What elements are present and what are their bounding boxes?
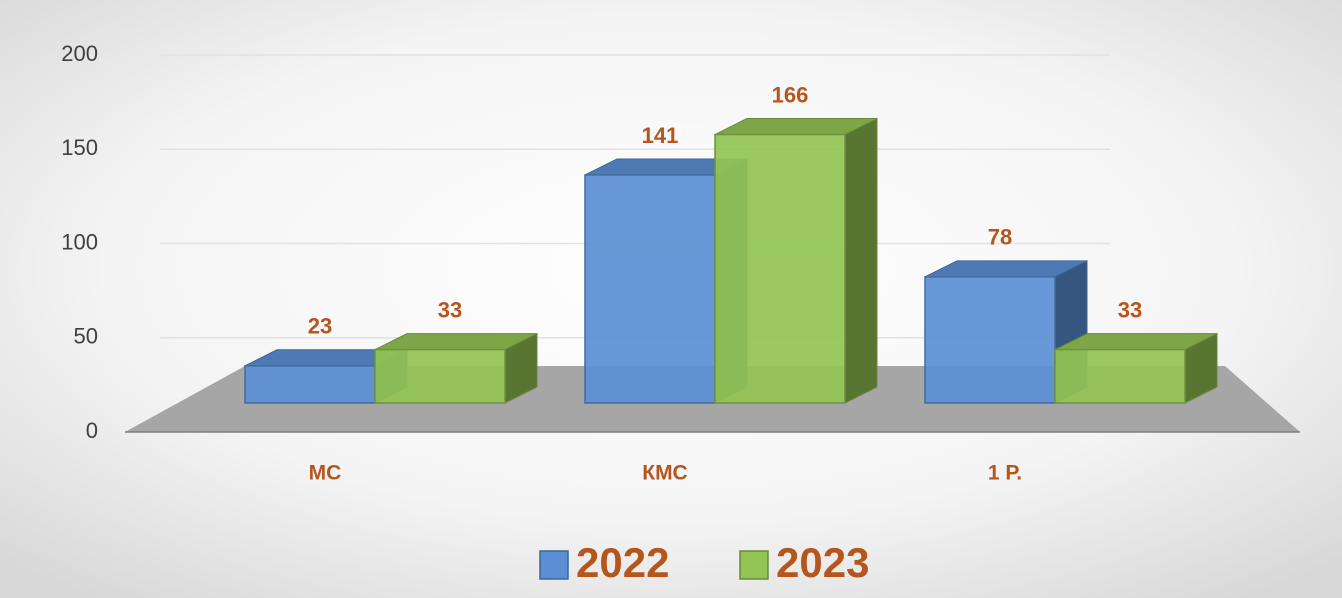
bar: [714, 133, 846, 404]
x-tick-label: MC: [309, 462, 342, 485]
value-label: 23: [308, 314, 332, 339]
x-tick-label: 1 Р.: [988, 462, 1022, 485]
value-label: 33: [438, 297, 462, 322]
bar: [584, 174, 716, 404]
bar: [374, 348, 506, 404]
y-tick-label: 0: [86, 418, 98, 443]
y-tick-label: 150: [61, 135, 98, 160]
y-tick-label: 50: [74, 324, 98, 349]
legend-swatch: [539, 550, 569, 580]
bar: [244, 365, 376, 404]
bar-side-face: [844, 117, 878, 404]
value-label: 141: [642, 123, 679, 148]
y-tick-label: 200: [61, 41, 98, 66]
bar: [924, 276, 1056, 404]
bar: [1054, 348, 1186, 404]
legend-label: 2022: [576, 539, 669, 586]
x-tick-label: КМС: [642, 462, 687, 485]
y-tick-label: 100: [61, 229, 98, 254]
value-label: 166: [772, 82, 809, 107]
value-label: 78: [988, 225, 1012, 250]
legend-swatch: [739, 550, 769, 580]
value-label: 33: [1118, 297, 1142, 322]
legend-label: 2023: [776, 539, 869, 586]
